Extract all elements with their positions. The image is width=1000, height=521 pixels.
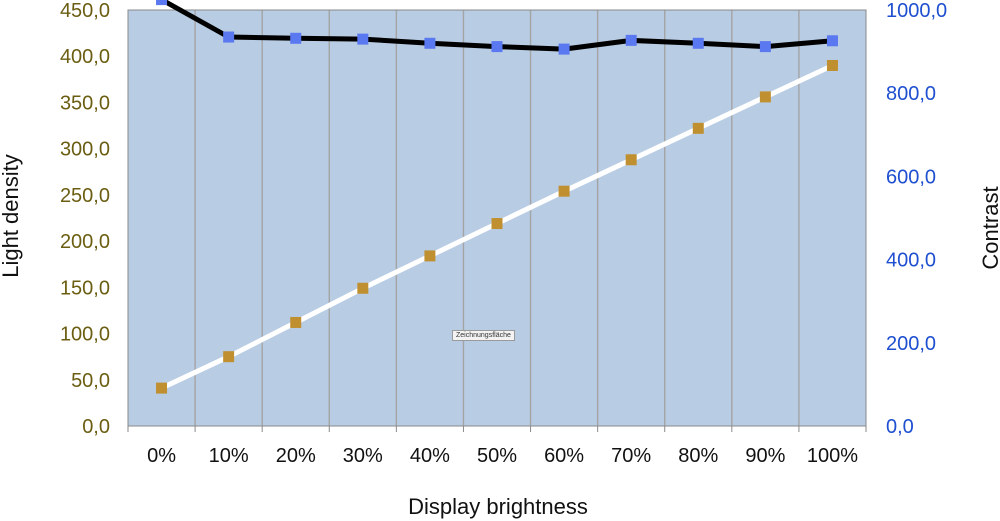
y-right-tick-label: 1000,0 [886, 0, 947, 22]
y-axis-left-ticks: 0,0 50,0 100,0 150,0 200,0 250,0 300,0 350,0 400… [60, 0, 110, 438]
contrast-point [156, 0, 168, 6]
contrast-point [424, 37, 436, 49]
y-right-tick-label: 400,0 [886, 250, 936, 272]
y-left-tick-label: 200,0 [60, 231, 110, 253]
y-left-tick-label: 0,0 [82, 416, 110, 438]
light-density-point [625, 154, 637, 166]
light-density-point [357, 282, 369, 294]
x-tick-label: 90% [745, 445, 785, 467]
plot-area-border [127, 9, 867, 427]
light-density-point [826, 59, 838, 71]
y-right-tick-label: 200,0 [886, 333, 936, 355]
y-left-tick-label: 450,0 [60, 0, 110, 22]
y-axis-right-title: Contrast [978, 186, 1000, 269]
y-left-tick-label: 50,0 [71, 370, 110, 392]
y-right-tick-label: 0,0 [886, 416, 914, 438]
x-tick-label: 0% [147, 445, 176, 467]
y-right-tick-label: 800,0 [886, 83, 936, 105]
contrast-point [826, 35, 838, 47]
y-left-tick-label: 150,0 [60, 277, 110, 299]
contrast-point [290, 32, 302, 44]
y-right-tick-label: 600,0 [886, 166, 936, 188]
grid [127, 10, 867, 432]
y-axis-left-title: Light density [0, 154, 23, 278]
contrast-point [491, 41, 503, 53]
y-left-tick-label: 100,0 [60, 324, 110, 346]
light-density-point [759, 91, 771, 103]
x-axis-title: Display brightness [408, 494, 588, 519]
light-density-point [558, 185, 570, 197]
light-density-point [692, 122, 704, 134]
x-tick-label: 30% [343, 445, 383, 467]
plot-area [128, 10, 866, 426]
plot-area-label: Zeichnungsfläche [452, 330, 515, 341]
light-density-point [290, 316, 302, 328]
x-tick-label: 70% [611, 445, 651, 467]
x-tick-label: 80% [678, 445, 718, 467]
contrast-point [759, 41, 771, 53]
contrast-point [558, 43, 570, 55]
x-tick-label: 40% [410, 445, 450, 467]
contrast-point [223, 31, 235, 43]
contrast-point [692, 37, 704, 49]
x-axis-ticks: 0% 10% 20% 30% 40% 50% 60% 70% 80% 90% 100% [147, 445, 858, 467]
series-layer [156, 0, 838, 394]
y-axis-right-ticks: 0,0 200,0 400,0 600,0 800,0 1000,0 [886, 0, 947, 438]
x-tick-label: 50% [477, 445, 517, 467]
y-left-tick-label: 300,0 [60, 139, 110, 161]
contrast-point [625, 34, 637, 46]
light-density-point [223, 351, 235, 363]
x-tick-label: 60% [544, 445, 584, 467]
light-density-point [491, 218, 503, 230]
y-left-tick-label: 400,0 [60, 46, 110, 68]
x-tick-label: 10% [209, 445, 249, 467]
contrast-point [357, 33, 369, 45]
light-density-point [424, 250, 436, 262]
y-left-tick-label: 250,0 [60, 185, 110, 207]
light-density-point [156, 382, 168, 394]
x-tick-label: 20% [276, 445, 316, 467]
y-left-tick-label: 350,0 [60, 92, 110, 114]
x-tick-label: 100% [807, 445, 858, 467]
